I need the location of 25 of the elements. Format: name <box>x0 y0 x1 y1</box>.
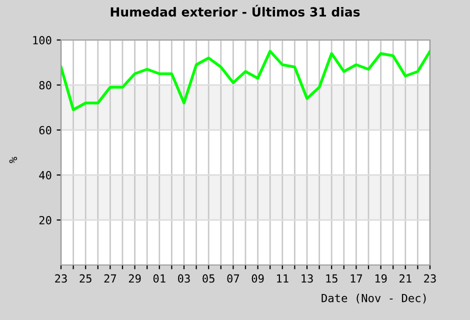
y-tick-label: 80 <box>39 81 52 90</box>
chart-title: Humedad exterior - Últimos 31 dias <box>110 4 360 17</box>
x-tick-label: 05 <box>202 274 214 283</box>
x-tick-label: 07 <box>227 274 240 283</box>
x-tick-label: 23 <box>424 274 436 283</box>
x-tick-label: 11 <box>277 274 288 283</box>
x-tick-label: 19 <box>375 274 387 283</box>
y-tick-label: 40 <box>39 171 52 180</box>
y-tick-label: 20 <box>39 216 52 224</box>
line-series <box>61 50 430 112</box>
x-tick-label: 27 <box>104 274 116 283</box>
x-tick-label: 29 <box>128 274 141 283</box>
x-tick-label: 01 <box>153 274 166 283</box>
x-tick-label: 15 <box>326 274 338 283</box>
x-tick-label: 03 <box>178 274 190 283</box>
x-tick-label: 13 <box>302 274 313 283</box>
x-tick-label: 09 <box>252 274 264 283</box>
x-tick-label: 23 <box>55 274 67 283</box>
y-tick-label: 100 <box>33 36 52 44</box>
x-tick-label: 21 <box>400 274 412 283</box>
x-tick-label: 17 <box>350 274 362 283</box>
y-axis-title: % <box>9 156 18 164</box>
x-axis-title: Date (Nov - Dec) <box>322 294 426 304</box>
x-tick-label: 25 <box>80 274 92 283</box>
y-tick-label: 60 <box>39 126 52 134</box>
